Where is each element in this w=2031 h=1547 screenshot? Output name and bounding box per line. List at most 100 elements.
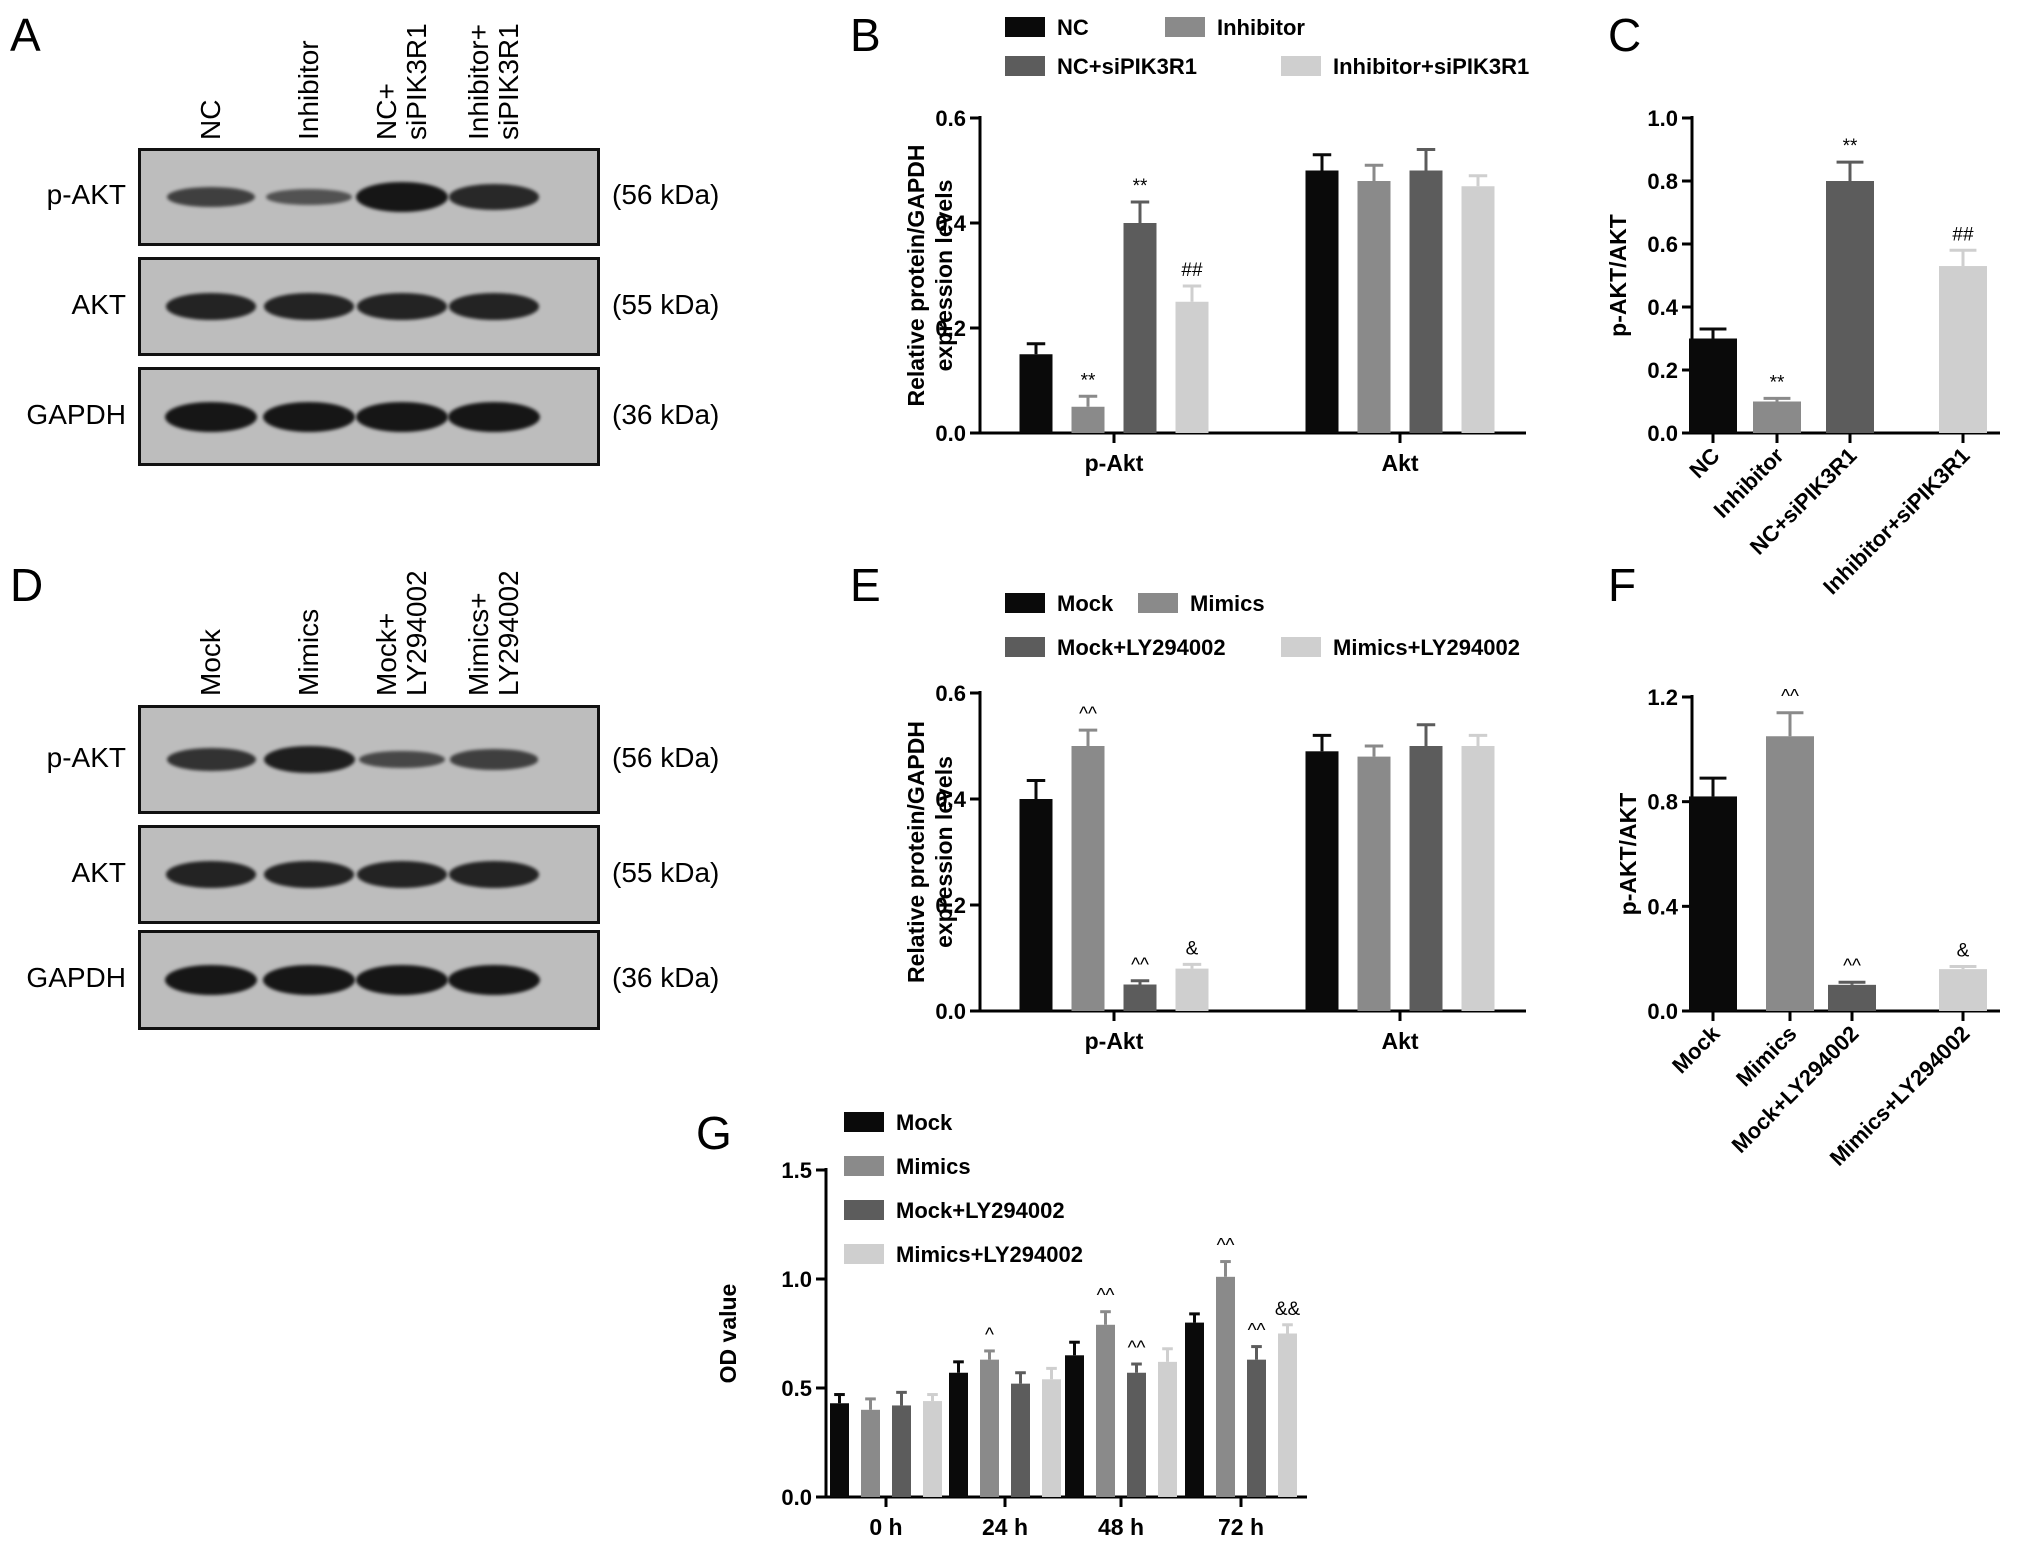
chart-c-annotation: ** (1770, 372, 1785, 393)
blot-band (166, 747, 256, 772)
chart-g-legend-swatch (844, 1200, 884, 1220)
chart-g-legend-label: Mimics (896, 1154, 971, 1179)
chart-e-x-tick-label: Akt (1381, 1028, 1418, 1054)
chart-e-y-tick-label: 0.6 (935, 681, 966, 706)
chart-c-y-tick-label: 0.8 (1647, 169, 1678, 194)
chart-b-legend-swatch (1165, 17, 1205, 37)
chart-g-bar (1158, 1361, 1177, 1497)
chart-g-bar (1216, 1276, 1235, 1497)
chart-c-y-tick-label: 1.0 (1647, 106, 1678, 131)
panel-letter-f: F (1608, 559, 1637, 611)
chart-g-bar (830, 1403, 849, 1497)
blot-band (448, 965, 540, 995)
blot-band (356, 965, 448, 995)
chart-g-legend-swatch (844, 1156, 884, 1176)
chart-g-x-tick-label: 0 h (869, 1514, 902, 1540)
blot-row-label: AKT (71, 288, 126, 320)
chart-e-y-label: Relative protein/GAPDH (903, 721, 929, 983)
chart-b-bar (1409, 170, 1443, 433)
chart-e-bar (1305, 751, 1339, 1011)
blot-band (167, 186, 255, 208)
chart-b-legend-swatch (1005, 17, 1045, 37)
blot-row-label: p-AKT (46, 741, 126, 773)
blot-band (450, 749, 538, 770)
blot-band (356, 861, 448, 888)
chart-b-y-label: Relative protein/GAPDH (903, 145, 929, 407)
chart-f-y-label: p-AKT/AKT (1615, 793, 1641, 916)
blot-kda-label: (56 kDa) (612, 741, 720, 773)
chart-g-bar (923, 1401, 942, 1497)
chart-g-legend-label: Mock+LY294002 (896, 1198, 1065, 1223)
blot-row-label: p-AKT (46, 179, 126, 210)
chart-e-legend-swatch (1005, 593, 1045, 613)
chart-c-y-tick-label: 0.0 (1647, 421, 1678, 446)
chart-b-bar (1019, 354, 1053, 433)
chart-e-legend-swatch (1005, 637, 1045, 657)
blot-band (356, 182, 448, 212)
chart-f-bar (1689, 796, 1737, 1011)
chart-g-bar (1096, 1324, 1115, 1497)
chart-c-annotation: ** (1843, 136, 1858, 157)
blot-band (356, 293, 448, 320)
chart-c-x-tick-label: NC (1684, 443, 1724, 483)
chart-b-legend-label: Inhibitor (1217, 15, 1305, 40)
chart-f-y-tick-label: 1.2 (1647, 685, 1678, 710)
chart-e-legend-swatch (1281, 637, 1321, 657)
panel-letter-a: A (10, 9, 41, 61)
chart-b-legend-label: NC+siPIK3R1 (1057, 54, 1197, 79)
chart-e-y-tick-label: 0.0 (935, 999, 966, 1024)
chart-b-legend-swatch (1005, 56, 1045, 76)
chart-g-annotation: ^^ (1128, 1338, 1146, 1359)
chart-b-y-tick-label: 0.0 (935, 421, 966, 446)
panel-letter-e: E (850, 559, 881, 611)
chart-g-bar (892, 1405, 911, 1497)
blot-band (263, 293, 355, 320)
chart-g-y-tick-label: 0.0 (781, 1485, 812, 1510)
chart-g-bar (1042, 1379, 1061, 1497)
chart-c-annotation: ## (1952, 224, 1974, 245)
chart-e-annotation: ^^ (1131, 955, 1149, 976)
panel-letter-b: B (850, 9, 881, 61)
chart-g-bar (1127, 1372, 1146, 1497)
chart-e-y-label: expression levels (931, 756, 957, 948)
chart-b-legend-swatch (1281, 56, 1321, 76)
chart-f-x-tick-label: Mock (1667, 1020, 1725, 1078)
chart-e-legend-label: Mock+LY294002 (1057, 635, 1226, 660)
blot-band (266, 189, 352, 205)
chart-g-bar (949, 1372, 968, 1497)
chart-f-y-tick-label: 0.4 (1647, 894, 1678, 919)
chart-g-annotation: ^^ (1248, 1321, 1266, 1342)
chart-e-legend-label: Mock (1057, 591, 1114, 616)
blot-row-label: AKT (71, 856, 126, 888)
panel-letter-g: G (696, 1107, 732, 1159)
chart-c-y-tick-label: 0.4 (1647, 295, 1678, 320)
chart-c-bar (1689, 338, 1737, 433)
chart-b-bar (1305, 170, 1339, 433)
chart-e-legend-label: Mimics+LY294002 (1333, 635, 1520, 660)
chart-e-bar (1019, 799, 1053, 1011)
chart-e-bar (1409, 746, 1443, 1011)
chart-f-bar (1939, 969, 1987, 1011)
chart-f-y-tick-label: 0.0 (1647, 999, 1678, 1024)
blot-band (448, 861, 540, 888)
blot-band (165, 293, 257, 320)
blot-kda-label: (36 kDa) (612, 962, 720, 993)
chart-g-y-tick-label: 1.0 (781, 1267, 812, 1292)
chart-b-bar (1461, 186, 1495, 433)
chart-f-annotation: ^^ (1843, 956, 1861, 977)
chart-g-bar (980, 1359, 999, 1497)
chart-e-annotation: & (1186, 938, 1199, 959)
blot-band (165, 965, 257, 995)
chart-b-annotation: ## (1181, 260, 1203, 281)
blot-band (448, 401, 540, 432)
chart-e-legend-swatch (1138, 593, 1178, 613)
chart-g-x-tick-label: 24 h (982, 1514, 1028, 1540)
chart-g-legend-label: Mock (896, 1110, 953, 1135)
chart-f-annotation: ^^ (1781, 687, 1799, 708)
chart-b-x-tick-label: Akt (1381, 450, 1418, 476)
chart-e-legend-label: Mimics (1190, 591, 1265, 616)
blot-kda-label: (55 kDa) (612, 288, 720, 320)
blot-band (263, 965, 355, 995)
